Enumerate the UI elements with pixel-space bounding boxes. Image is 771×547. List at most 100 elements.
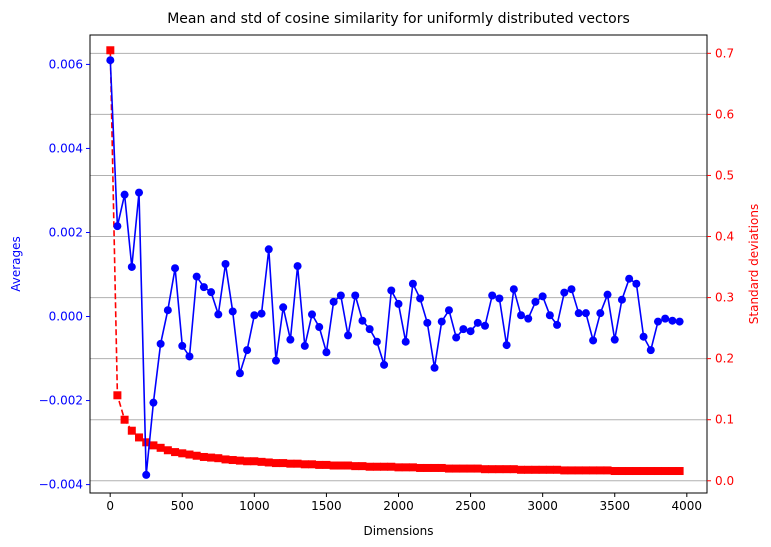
data-point bbox=[279, 459, 288, 468]
y-right-tick-label: 0.3 bbox=[715, 291, 734, 305]
data-point bbox=[127, 426, 136, 435]
series-averages bbox=[106, 56, 684, 479]
data-point bbox=[617, 467, 626, 476]
x-tick-label: 1500 bbox=[311, 499, 342, 513]
y-right-tick-label: 0.1 bbox=[715, 413, 734, 427]
data-point bbox=[344, 331, 353, 340]
data-point bbox=[163, 446, 172, 455]
data-point bbox=[509, 465, 518, 474]
data-point bbox=[149, 441, 158, 450]
data-point bbox=[480, 321, 489, 330]
data-point bbox=[149, 398, 158, 407]
data-point bbox=[567, 285, 576, 294]
data-point bbox=[567, 466, 576, 475]
data-point bbox=[243, 346, 252, 355]
data-point bbox=[142, 438, 151, 447]
data-point bbox=[617, 295, 626, 304]
data-point bbox=[675, 467, 684, 476]
data-point bbox=[178, 341, 187, 350]
y-right-tick-label: 0.5 bbox=[715, 168, 734, 182]
data-point bbox=[315, 323, 324, 332]
data-point bbox=[279, 303, 288, 312]
data-point bbox=[545, 465, 554, 474]
grid-lines bbox=[90, 52, 707, 482]
data-point bbox=[430, 463, 439, 472]
data-point bbox=[271, 459, 280, 468]
data-point bbox=[387, 462, 396, 471]
data-point bbox=[639, 467, 648, 476]
data-point bbox=[300, 460, 309, 469]
data-point bbox=[394, 299, 403, 308]
data-point bbox=[589, 336, 598, 345]
x-tick-label: 3000 bbox=[527, 499, 558, 513]
data-point bbox=[553, 320, 562, 329]
data-point bbox=[596, 309, 605, 318]
data-point bbox=[603, 466, 612, 475]
data-point bbox=[466, 327, 475, 336]
data-point bbox=[430, 363, 439, 372]
data-point bbox=[365, 325, 374, 334]
data-point bbox=[488, 465, 497, 474]
data-point bbox=[257, 309, 266, 318]
data-point bbox=[610, 335, 619, 344]
data-point bbox=[185, 352, 194, 361]
data-point bbox=[639, 332, 648, 341]
data-point bbox=[502, 341, 511, 350]
data-point bbox=[538, 292, 547, 301]
data-point bbox=[574, 309, 583, 318]
data-point bbox=[163, 306, 172, 315]
data-point bbox=[113, 391, 122, 400]
y-left-tick-label: −0.004 bbox=[39, 478, 83, 492]
data-point bbox=[351, 291, 360, 300]
x-tick-label: 500 bbox=[171, 499, 194, 513]
data-point bbox=[394, 463, 403, 472]
data-point bbox=[646, 346, 655, 355]
y-axis-right-label: Standard deviations bbox=[747, 204, 761, 324]
data-point bbox=[581, 466, 590, 475]
data-point bbox=[653, 317, 662, 326]
data-point bbox=[625, 274, 634, 283]
data-point bbox=[156, 443, 165, 452]
data-point bbox=[344, 461, 353, 470]
data-point bbox=[113, 222, 122, 231]
data-point bbox=[560, 466, 569, 475]
chart-title: Mean and std of cosine similarity for un… bbox=[167, 11, 630, 27]
data-point bbox=[408, 463, 417, 472]
y-right-tick-label: 0.0 bbox=[715, 474, 734, 488]
data-point bbox=[286, 459, 295, 468]
data-point bbox=[358, 316, 367, 325]
data-point bbox=[524, 314, 533, 323]
data-point bbox=[401, 337, 410, 346]
data-point bbox=[264, 458, 273, 467]
data-point bbox=[625, 467, 634, 476]
data-point bbox=[372, 462, 381, 471]
y-axis-left: −0.004 −0.002 0.000 0.002 0.004 0.006 bbox=[39, 57, 90, 492]
plot-frame bbox=[89, 34, 708, 494]
data-point bbox=[423, 318, 432, 327]
x-tick-label: 1000 bbox=[239, 499, 270, 513]
data-point bbox=[444, 464, 453, 473]
data-point bbox=[466, 464, 475, 473]
data-point bbox=[509, 285, 518, 294]
data-point bbox=[329, 461, 338, 470]
y-left-tick-label: 0.004 bbox=[49, 141, 83, 155]
data-point bbox=[531, 465, 540, 474]
data-point bbox=[596, 466, 605, 475]
data-point bbox=[336, 461, 345, 470]
data-point bbox=[632, 279, 641, 288]
data-point bbox=[199, 283, 208, 292]
data-point bbox=[416, 463, 425, 472]
data-point bbox=[120, 190, 129, 199]
y-right-tick-label: 0.6 bbox=[715, 107, 734, 121]
data-point bbox=[127, 262, 136, 271]
data-point bbox=[488, 291, 497, 300]
x-tick-label: 0 bbox=[106, 499, 114, 513]
data-point bbox=[192, 451, 201, 460]
data-point bbox=[120, 415, 129, 424]
data-point bbox=[250, 311, 259, 320]
data-point bbox=[603, 290, 612, 299]
data-point bbox=[228, 307, 237, 316]
data-point bbox=[207, 288, 216, 297]
data-point bbox=[365, 462, 374, 471]
